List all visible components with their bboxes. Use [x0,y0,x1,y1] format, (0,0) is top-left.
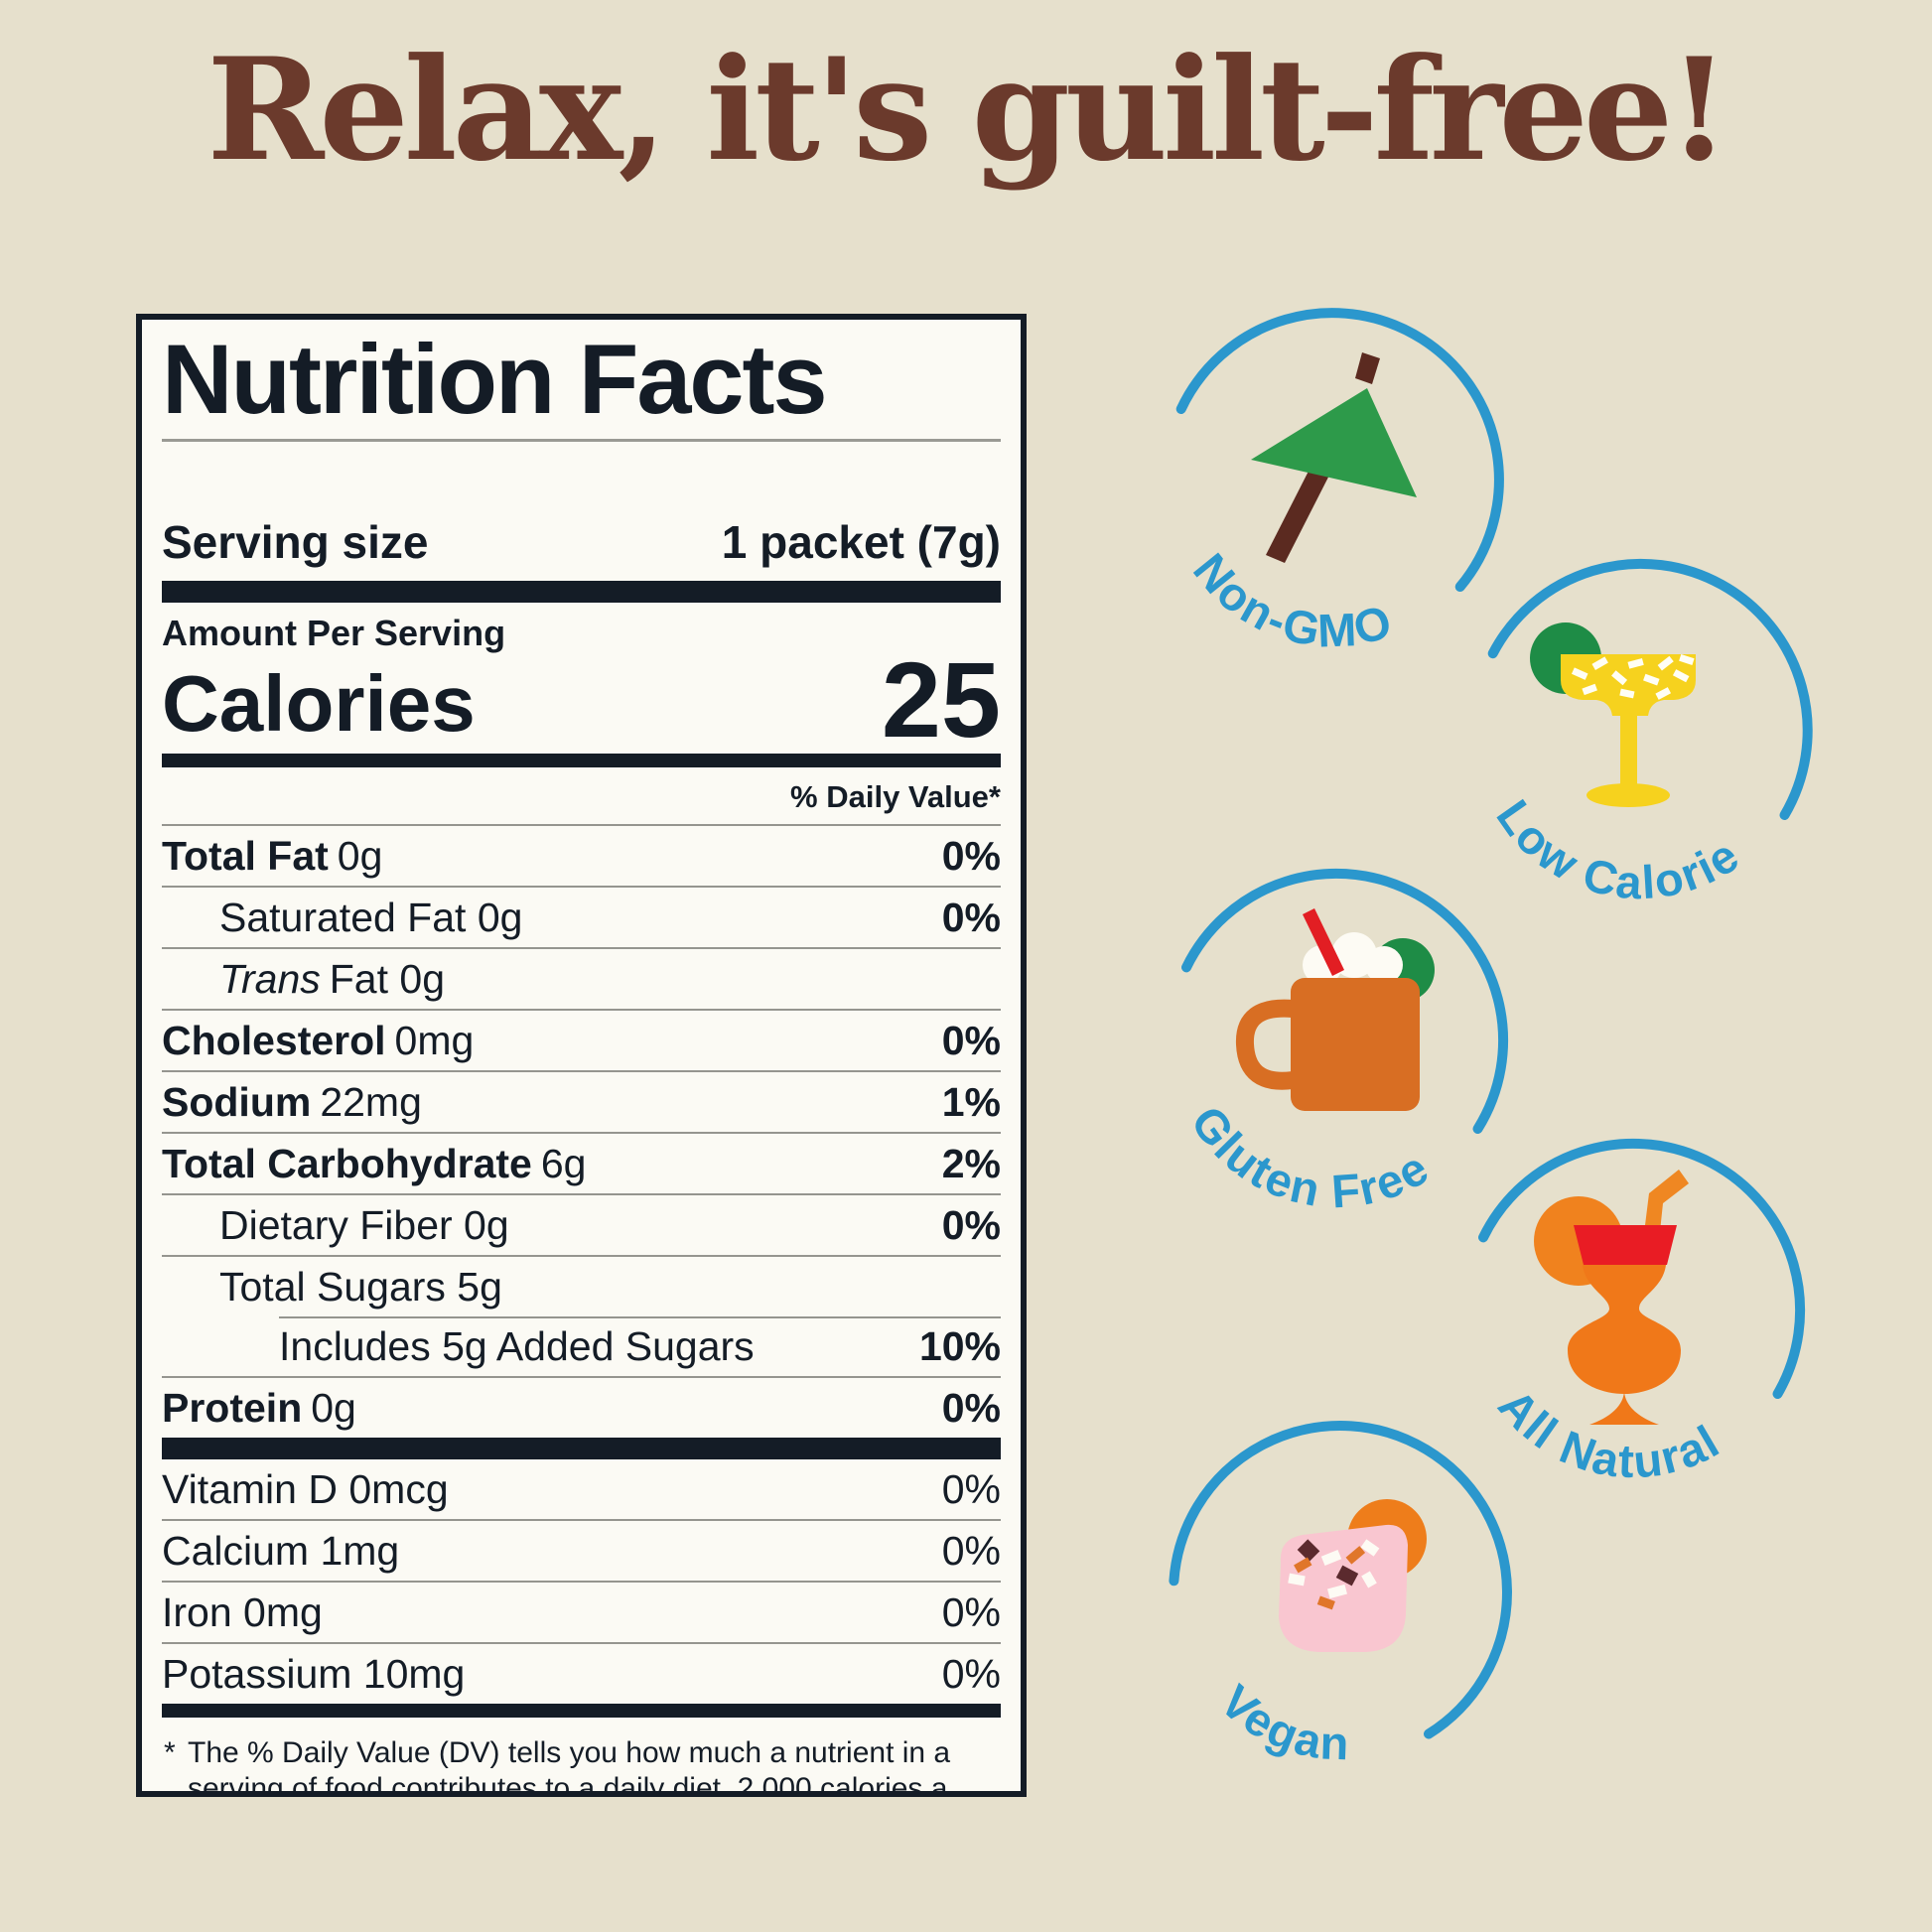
tropical-cocktail-icon [1534,1170,1689,1425]
pink-drink-icon [1279,1499,1427,1652]
nutrient-pct: 0% [941,1651,1001,1698]
servings-blank-space [162,442,1001,499]
nutrient-amount: 6g [540,1141,587,1187]
nutrient-amount: Fat 0g [329,956,445,1003]
badge-ring [1487,558,1813,820]
nutrient-row-total-fat: Total Fat 0g 0% [162,824,1001,886]
badge-ring [1169,1421,1512,1739]
nutrient-pct: 0% [941,1385,1001,1432]
nutrient-pct: 0% [941,895,1001,941]
badge-label: Vegan [1210,1674,1351,1769]
badge-label: Gluten Free [1181,1096,1439,1217]
footnote-line: The % Daily Value (DV) tells you how muc… [188,1736,951,1770]
micronutrient-row-iron: Iron 0mg 0% [162,1581,1001,1642]
nutrient-name: Total Sugars 5g [219,1264,502,1311]
badge-ring [1181,869,1509,1134]
nutrient-name: Iron 0mg [162,1589,323,1636]
badge-low-calorie: Low Calorie [1486,558,1813,908]
serving-size-row: Serving size 1 packet (7g) [162,499,1001,581]
medium-divider [162,754,1001,768]
badge-ring [1478,1138,1806,1399]
nutrient-row-added-sugars: Includes 5g Added Sugars 10% [162,1316,1001,1376]
badge-gluten-free: Gluten Free [1181,869,1509,1218]
thick-divider [162,580,1001,603]
sprinkles [1288,1539,1380,1610]
nutrient-pct: 0% [941,1202,1001,1249]
salt-rim-specks [1571,653,1695,700]
badge-non-gmo: Non-GMO [1175,308,1504,657]
nutrient-name: Calcium 1mg [162,1528,400,1575]
badge-vegan: Vegan [1169,1421,1512,1769]
nutrient-name: Total Fat [162,833,329,880]
calories-value: 25 [881,638,1001,759]
footnote: * The % Daily Value (DV) tells you how m… [162,1718,1001,1797]
nutrient-name: Cholesterol [162,1018,386,1064]
nutrient-amount: 0g [311,1385,356,1432]
nutrient-pct: 2% [941,1141,1001,1187]
badge-label: Non-GMO [1183,543,1399,656]
amount-per-serving-label: Amount Per Serving [162,612,506,653]
cocktail-umbrella-icon [1251,352,1417,563]
badge-all-natural: All Natural [1478,1138,1806,1488]
nutrient-row-cholesterol: Cholesterol 0mg 0% [162,1009,1001,1070]
nutrient-pct: 0% [941,833,1001,880]
nutrient-name: Total Carbohydrate [162,1141,532,1187]
nutrient-row-saturated-fat: Saturated Fat 0g 0% [162,886,1001,947]
nutrient-amount: 0g [337,833,383,880]
nutrient-pct: 0% [941,1018,1001,1064]
nutrient-row-trans-fat: Trans Fat 0g [162,947,1001,1009]
micronutrient-row-calcium: Calcium 1mg 0% [162,1519,1001,1581]
nutrient-name: Saturated Fat 0g [219,895,523,941]
nutrition-facts-panel: Nutrition Facts Serving size 1 packet (7… [136,314,1027,1797]
nutrient-name: Vitamin D 0mcg [162,1466,449,1513]
nutrient-row-dietary-fiber: Dietary Fiber 0g 0% [162,1193,1001,1255]
nutrient-row-protein: Protein 0g 0% [162,1376,1001,1438]
footnote-line: serving of food contributes to a daily d… [188,1771,948,1797]
calories-label: Calories [162,659,476,749]
nutrient-pct: 0% [941,1466,1001,1513]
nutrition-facts-title: Nutrition Facts [162,324,828,434]
divider [162,438,1001,442]
nutrient-row-total-carbohydrate: Total Carbohydrate 6g 2% [162,1132,1001,1193]
micronutrient-row-potassium: Potassium 10mg 0% [162,1642,1001,1704]
nutrient-name: Dietary Fiber 0g [219,1202,509,1249]
badge-ring [1175,308,1504,592]
daily-value-header: % Daily Value* [790,779,1001,815]
nutrient-row-sodium: Sodium 22mg 1% [162,1070,1001,1132]
nutrient-pct: 1% [941,1079,1001,1126]
nutrient-pct: 0% [941,1589,1001,1636]
nutrient-name: Sodium [162,1079,312,1126]
calories-row: Calories 25 [162,638,1001,759]
thick-divider [162,1438,1001,1460]
margarita-glass-icon [1530,622,1696,807]
medium-divider [162,1704,1001,1719]
serving-size-value: 1 packet (7g) [721,515,1001,568]
nutrient-row-total-sugars: Total Sugars 5g [162,1255,1001,1316]
micronutrient-row-vitamin-d: Vitamin D 0mcg 0% [162,1459,1001,1519]
nutrient-name: Trans [219,956,321,1003]
nutrient-name: Potassium 10mg [162,1651,466,1698]
nutrient-name: Protein [162,1385,303,1432]
serving-size-label: Serving size [162,515,429,568]
nutrient-name: Includes 5g Added Sugars [279,1323,755,1370]
headline: Relax, it's guilt-free! [207,28,1729,193]
footnote-asterisk: * [164,1736,176,1770]
nutrient-pct: 10% [918,1323,1001,1370]
nutrient-amount: 0mg [394,1018,475,1064]
nutrient-pct: 0% [941,1528,1001,1575]
mule-mug-icon [1235,908,1435,1111]
nutrient-amount: 22mg [320,1079,422,1126]
